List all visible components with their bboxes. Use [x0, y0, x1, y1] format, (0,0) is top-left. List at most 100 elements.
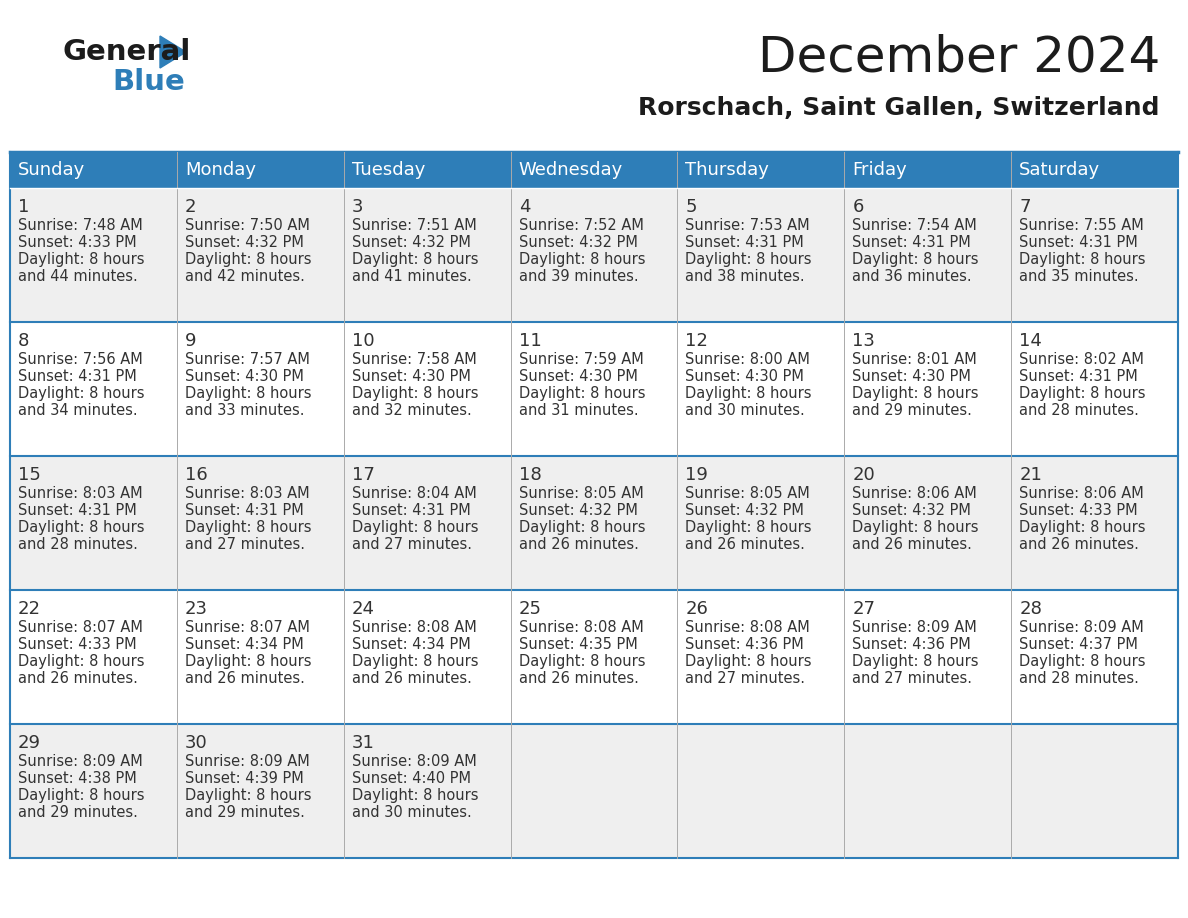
Bar [1011, 724, 1178, 858]
Text: Daylight: 8 hours: Daylight: 8 hours [685, 386, 811, 401]
Text: Sunrise: 8:08 AM: Sunrise: 8:08 AM [519, 620, 644, 635]
Text: and 34 minutes.: and 34 minutes. [18, 403, 138, 418]
Text: Sunset: 4:36 PM: Sunset: 4:36 PM [852, 637, 971, 652]
Text: Saturday: Saturday [1019, 161, 1100, 179]
Text: Sunrise: 8:04 AM: Sunrise: 8:04 AM [352, 486, 476, 501]
Text: Sunset: 4:32 PM: Sunset: 4:32 PM [685, 503, 804, 518]
Text: 8: 8 [18, 332, 30, 350]
Text: Sunset: 4:31 PM: Sunset: 4:31 PM [1019, 369, 1138, 384]
Text: Sunrise: 8:09 AM: Sunrise: 8:09 AM [185, 754, 310, 769]
Text: 7: 7 [1019, 198, 1031, 216]
Text: Daylight: 8 hours: Daylight: 8 hours [18, 520, 145, 535]
Text: Sunset: 4:30 PM: Sunset: 4:30 PM [519, 369, 638, 384]
Text: Sunrise: 8:02 AM: Sunrise: 8:02 AM [1019, 352, 1144, 367]
Bar [177, 152, 343, 188]
Text: 28: 28 [1019, 600, 1042, 618]
Text: and 36 minutes.: and 36 minutes. [852, 269, 972, 284]
Bar [845, 152, 1011, 188]
Text: Daylight: 8 hours: Daylight: 8 hours [18, 788, 145, 803]
Bar [177, 724, 343, 858]
Text: Sunrise: 8:09 AM: Sunrise: 8:09 AM [18, 754, 143, 769]
Text: 23: 23 [185, 600, 208, 618]
Text: Sunrise: 8:03 AM: Sunrise: 8:03 AM [185, 486, 310, 501]
Text: 5: 5 [685, 198, 697, 216]
Text: 16: 16 [185, 466, 208, 484]
Text: and 35 minutes.: and 35 minutes. [1019, 269, 1139, 284]
Text: Monday: Monday [185, 161, 255, 179]
Bar [511, 152, 677, 188]
Text: and 27 minutes.: and 27 minutes. [852, 671, 972, 686]
Text: Sunset: 4:35 PM: Sunset: 4:35 PM [519, 637, 637, 652]
Bar [10, 590, 177, 724]
Bar [177, 590, 343, 724]
Bar [1011, 152, 1178, 188]
Text: and 31 minutes.: and 31 minutes. [519, 403, 638, 418]
Text: 17: 17 [352, 466, 374, 484]
Text: Sunrise: 8:08 AM: Sunrise: 8:08 AM [685, 620, 810, 635]
Text: Blue: Blue [112, 68, 185, 96]
Text: Daylight: 8 hours: Daylight: 8 hours [352, 520, 479, 535]
Text: 11: 11 [519, 332, 542, 350]
Text: and 26 minutes.: and 26 minutes. [685, 537, 805, 552]
Text: Sunrise: 7:53 AM: Sunrise: 7:53 AM [685, 218, 810, 233]
Text: Sunset: 4:36 PM: Sunset: 4:36 PM [685, 637, 804, 652]
Text: Daylight: 8 hours: Daylight: 8 hours [1019, 520, 1145, 535]
Bar [677, 590, 845, 724]
Text: and 44 minutes.: and 44 minutes. [18, 269, 138, 284]
Text: and 26 minutes.: and 26 minutes. [352, 671, 472, 686]
Text: Sunrise: 8:09 AM: Sunrise: 8:09 AM [1019, 620, 1144, 635]
Bar [177, 456, 343, 590]
Bar [1011, 322, 1178, 456]
Bar [677, 188, 845, 322]
Text: Sunset: 4:31 PM: Sunset: 4:31 PM [352, 503, 470, 518]
Text: Daylight: 8 hours: Daylight: 8 hours [852, 386, 979, 401]
Text: 13: 13 [852, 332, 876, 350]
Text: 9: 9 [185, 332, 196, 350]
Text: Daylight: 8 hours: Daylight: 8 hours [852, 654, 979, 669]
Text: Sunrise: 8:09 AM: Sunrise: 8:09 AM [352, 754, 476, 769]
Text: 22: 22 [18, 600, 42, 618]
Text: 14: 14 [1019, 332, 1042, 350]
Text: Sunset: 4:33 PM: Sunset: 4:33 PM [18, 235, 137, 250]
Text: Sunrise: 8:00 AM: Sunrise: 8:00 AM [685, 352, 810, 367]
Text: Daylight: 8 hours: Daylight: 8 hours [1019, 252, 1145, 267]
Text: and 26 minutes.: and 26 minutes. [519, 671, 638, 686]
Text: and 39 minutes.: and 39 minutes. [519, 269, 638, 284]
Text: 29: 29 [18, 734, 42, 752]
Text: and 28 minutes.: and 28 minutes. [1019, 671, 1139, 686]
Text: and 26 minutes.: and 26 minutes. [18, 671, 138, 686]
Text: and 27 minutes.: and 27 minutes. [352, 537, 472, 552]
Text: Sunset: 4:31 PM: Sunset: 4:31 PM [18, 369, 137, 384]
Text: and 27 minutes.: and 27 minutes. [685, 671, 805, 686]
Text: Sunrise: 7:57 AM: Sunrise: 7:57 AM [185, 352, 310, 367]
Text: Daylight: 8 hours: Daylight: 8 hours [185, 654, 311, 669]
Text: 10: 10 [352, 332, 374, 350]
Text: Daylight: 8 hours: Daylight: 8 hours [519, 654, 645, 669]
Text: Sunset: 4:40 PM: Sunset: 4:40 PM [352, 771, 470, 786]
Text: Sunset: 4:31 PM: Sunset: 4:31 PM [685, 235, 804, 250]
Text: and 26 minutes.: and 26 minutes. [852, 537, 972, 552]
Bar [511, 724, 677, 858]
Text: and 27 minutes.: and 27 minutes. [185, 537, 305, 552]
Text: Friday: Friday [852, 161, 906, 179]
Bar [677, 724, 845, 858]
Text: Daylight: 8 hours: Daylight: 8 hours [352, 252, 479, 267]
Text: Sunset: 4:31 PM: Sunset: 4:31 PM [852, 235, 971, 250]
Text: Rorschach, Saint Gallen, Switzerland: Rorschach, Saint Gallen, Switzerland [638, 96, 1159, 120]
Text: and 30 minutes.: and 30 minutes. [685, 403, 805, 418]
Text: Sunrise: 8:09 AM: Sunrise: 8:09 AM [852, 620, 977, 635]
Text: Sunset: 4:32 PM: Sunset: 4:32 PM [185, 235, 304, 250]
Text: and 32 minutes.: and 32 minutes. [352, 403, 472, 418]
Bar [1011, 456, 1178, 590]
Text: 12: 12 [685, 332, 708, 350]
Bar [10, 322, 177, 456]
Bar [845, 188, 1011, 322]
Text: Daylight: 8 hours: Daylight: 8 hours [519, 520, 645, 535]
Text: Daylight: 8 hours: Daylight: 8 hours [352, 788, 479, 803]
Text: Sunrise: 8:06 AM: Sunrise: 8:06 AM [852, 486, 977, 501]
Text: 26: 26 [685, 600, 708, 618]
Text: Sunset: 4:30 PM: Sunset: 4:30 PM [685, 369, 804, 384]
Text: 4: 4 [519, 198, 530, 216]
Text: Sunset: 4:39 PM: Sunset: 4:39 PM [185, 771, 304, 786]
Text: Daylight: 8 hours: Daylight: 8 hours [18, 252, 145, 267]
